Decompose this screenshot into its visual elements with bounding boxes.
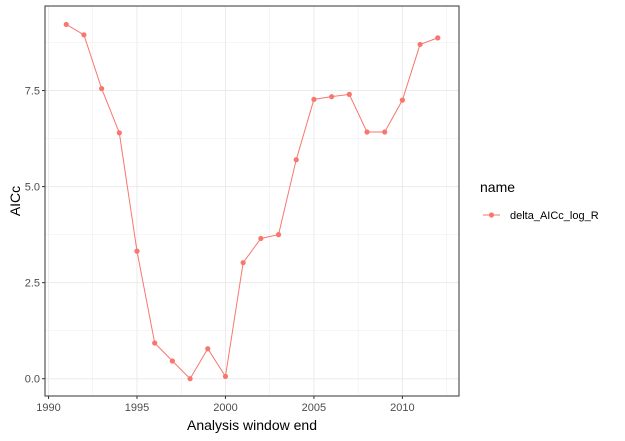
data-point — [329, 94, 335, 100]
x-tick-label: 2005 — [302, 402, 326, 414]
data-point — [346, 91, 352, 97]
x-tick-label: 1995 — [125, 402, 149, 414]
data-point — [240, 260, 246, 266]
data-point — [435, 35, 441, 41]
data-point — [205, 346, 211, 352]
data-point — [152, 340, 158, 346]
x-tick-label: 1990 — [36, 402, 60, 414]
data-point — [134, 248, 140, 254]
data-point — [275, 232, 282, 238]
legend: name delta_AICc_log_R — [480, 179, 599, 222]
data-point — [399, 97, 405, 103]
data-point — [81, 32, 87, 38]
data-point — [258, 235, 264, 242]
x-axis: 1990 1995 2000 2005 2010 — [36, 396, 415, 414]
data-point — [169, 358, 175, 364]
x-axis-title: Analysis window end — [187, 417, 317, 433]
major-gridlines — [45, 6, 459, 396]
series-line — [65, 24, 438, 380]
x-tick-label: 2000 — [213, 402, 237, 414]
data-point — [417, 41, 423, 48]
y-axis-title: AICc — [7, 186, 23, 216]
y-tick-label: 2.5 — [25, 278, 40, 290]
x-tick-label: 2010 — [390, 402, 414, 414]
data-point — [311, 96, 317, 102]
legend-label: delta_AICc_log_R — [510, 210, 599, 222]
data-point — [364, 129, 370, 135]
y-tick-label: 5.0 — [25, 182, 40, 194]
data-point — [187, 376, 193, 382]
y-axis: 0.0 2.5 5.0 7.5 — [25, 86, 45, 386]
series-layer — [63, 21, 441, 382]
plot-border — [44, 5, 460, 397]
data-point — [99, 86, 105, 92]
y-tick-label: 0.0 — [25, 374, 40, 386]
y-tick-label: 7.5 — [25, 86, 40, 98]
plot-panel — [45, 6, 459, 396]
data-point — [382, 129, 388, 135]
legend-key-point — [488, 212, 495, 218]
data-point — [293, 157, 299, 163]
minor-gridlines — [45, 6, 459, 396]
data-point — [63, 21, 69, 28]
data-point — [116, 130, 122, 136]
legend-key — [483, 212, 500, 218]
legend-title: name — [480, 179, 515, 195]
data-point — [222, 373, 229, 380]
